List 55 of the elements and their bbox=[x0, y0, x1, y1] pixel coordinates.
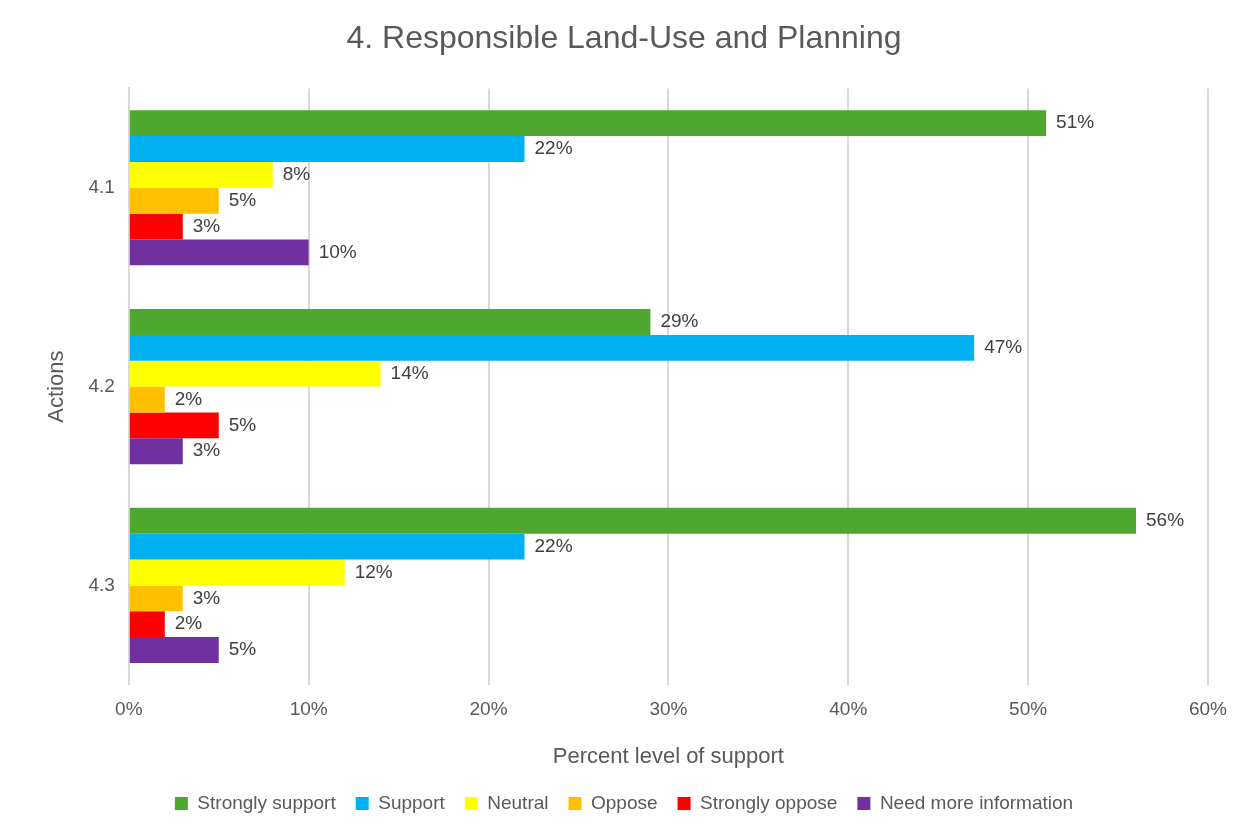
bar bbox=[129, 585, 183, 612]
data-label: 5% bbox=[228, 188, 257, 210]
x-tick-label: 40% bbox=[829, 698, 868, 720]
x-tick-label: 20% bbox=[469, 698, 508, 720]
legend-label: Neutral bbox=[487, 791, 549, 813]
bar bbox=[129, 533, 525, 560]
bar bbox=[129, 309, 651, 335]
x-tick-label: 60% bbox=[1188, 698, 1228, 720]
bar bbox=[129, 239, 309, 266]
data-label: 29% bbox=[660, 310, 699, 332]
data-label: 14% bbox=[390, 361, 429, 383]
legend-label: Oppose bbox=[591, 791, 658, 813]
data-label: 47% bbox=[984, 336, 1023, 358]
data-label: 5% bbox=[228, 638, 257, 660]
data-label: 2% bbox=[174, 387, 203, 409]
y-tick-label: 4.2 bbox=[88, 374, 115, 396]
bar bbox=[129, 213, 183, 240]
bar bbox=[129, 161, 273, 188]
data-label: 3% bbox=[192, 439, 221, 461]
legend-label: Strongly support bbox=[197, 791, 337, 813]
data-label: 22% bbox=[534, 137, 573, 159]
data-label: 3% bbox=[192, 586, 221, 608]
bar bbox=[129, 438, 183, 465]
legend-label: Need more information bbox=[879, 791, 1074, 813]
data-label: 12% bbox=[354, 560, 393, 582]
bar bbox=[129, 559, 345, 586]
data-label: 2% bbox=[174, 612, 203, 634]
bar bbox=[129, 136, 525, 162]
data-label: 10% bbox=[318, 240, 357, 262]
chart-title: 4. Responsible Land-Use and Planning bbox=[346, 19, 902, 56]
data-label: 8% bbox=[282, 163, 311, 185]
legend-label: Strongly oppose bbox=[700, 791, 838, 813]
x-axis-title: Percent level of support bbox=[552, 742, 784, 768]
x-tick-label: 0% bbox=[115, 698, 143, 720]
y-tick-label: 4.1 bbox=[88, 176, 115, 198]
y-axis-title: Actions bbox=[43, 350, 69, 423]
bar bbox=[129, 334, 975, 361]
x-tick-label: 50% bbox=[1009, 698, 1048, 720]
data-label: 56% bbox=[1146, 509, 1185, 531]
x-tick-label: 10% bbox=[289, 698, 328, 720]
bar bbox=[129, 360, 381, 387]
legend-label: Support bbox=[378, 791, 446, 813]
bar bbox=[129, 187, 219, 214]
bar bbox=[129, 110, 1047, 137]
bar bbox=[129, 611, 165, 638]
bar bbox=[129, 507, 1137, 534]
bar bbox=[129, 386, 165, 413]
bar bbox=[129, 637, 219, 663]
data-label: 3% bbox=[192, 214, 221, 236]
x-tick-label: 30% bbox=[649, 698, 688, 720]
data-label: 22% bbox=[534, 534, 573, 556]
y-tick-label: 4.3 bbox=[88, 573, 115, 595]
data-label: 51% bbox=[1056, 111, 1095, 133]
bar bbox=[129, 412, 219, 439]
data-label: 5% bbox=[228, 413, 257, 435]
